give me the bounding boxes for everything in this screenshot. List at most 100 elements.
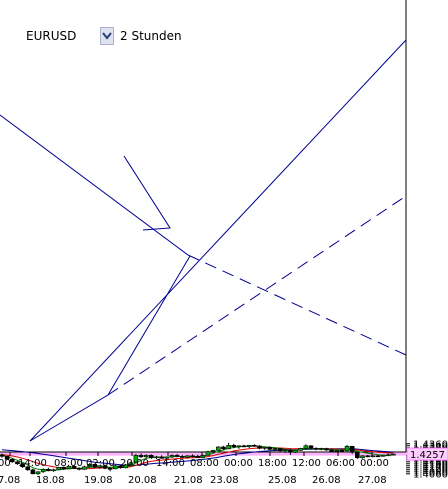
- candle: [391, 453, 396, 456]
- y-tick-label: 1.4100: [413, 465, 448, 476]
- candle: [169, 454, 175, 458]
- candle: [262, 446, 267, 450]
- candle-body: [164, 456, 170, 459]
- candle: [61, 466, 67, 470]
- candle: [149, 454, 154, 459]
- plot-area: [0, 0, 406, 452]
- candle: [298, 447, 304, 451]
- candle-body: [143, 454, 149, 458]
- candle-body: [221, 446, 226, 450]
- candle-body: [133, 454, 139, 464]
- candle: [30, 468, 36, 475]
- candle-body: [380, 454, 386, 457]
- candle: [272, 447, 278, 451]
- candle: [107, 467, 113, 472]
- x-time-label: 18:00: [258, 458, 287, 469]
- candle-body: [391, 453, 396, 456]
- candle: [138, 453, 144, 458]
- candle-body: [10, 458, 15, 463]
- candle: [308, 445, 314, 450]
- candle-body: [123, 464, 128, 469]
- candle-body: [365, 455, 370, 458]
- candle: [174, 454, 180, 458]
- candle-body: [370, 455, 376, 458]
- candle-body: [118, 465, 123, 469]
- candle-body: [282, 449, 288, 452]
- x-time-label: 00: [0, 458, 11, 469]
- candle: [360, 455, 365, 459]
- candle-body: [210, 449, 216, 452]
- candle-body: [138, 454, 144, 458]
- x-date-label: 21.08: [174, 475, 203, 486]
- timeframe-label: 2 Stunden: [120, 29, 182, 43]
- candle-body: [92, 463, 97, 468]
- candle: [128, 461, 134, 466]
- trend-line: [29, 39, 407, 442]
- candle: [380, 454, 386, 457]
- candle: [56, 466, 61, 471]
- candle: [159, 455, 164, 459]
- candle: [40, 468, 46, 473]
- chevron-down-icon: [102, 32, 112, 40]
- candle: [25, 465, 31, 471]
- candle-body: [246, 444, 252, 447]
- candle-body: [15, 461, 20, 465]
- y-tick-label: 1.4360: [413, 439, 448, 450]
- candle-body: [329, 449, 334, 452]
- x-date-label: 26.08: [312, 475, 341, 486]
- x-date-label: 25.08: [268, 475, 297, 486]
- candle: [154, 455, 159, 460]
- trend-line: [187, 254, 407, 356]
- candle: [355, 451, 360, 459]
- candle: [35, 471, 41, 475]
- candle: [370, 455, 376, 458]
- candle-body: [303, 445, 309, 449]
- candle: [185, 455, 190, 459]
- candle: [10, 458, 15, 463]
- candle: [76, 467, 82, 471]
- candle: [190, 454, 195, 458]
- candle-body: [308, 445, 314, 449]
- candle-body: [349, 445, 355, 453]
- candle-body: [51, 469, 56, 472]
- x-date-label: 27.08: [358, 475, 387, 486]
- candle-body: [339, 449, 345, 452]
- candle: [324, 447, 329, 451]
- y-tick-label: 1.4060: [413, 469, 448, 480]
- candle-body: [46, 468, 51, 472]
- timeframe-dropdown-button[interactable]: [100, 27, 114, 45]
- candle-body: [107, 467, 113, 470]
- x-time-label: 00:00: [224, 458, 253, 469]
- candle: [118, 464, 123, 469]
- trend-line: [0, 114, 189, 256]
- candle-body: [40, 468, 46, 473]
- candle: [87, 463, 92, 468]
- candle-body: [216, 446, 221, 451]
- candle-body: [154, 456, 159, 459]
- x-time-label: 14:00: [156, 458, 185, 469]
- candle: [164, 456, 170, 459]
- candle: [143, 454, 149, 459]
- candle-body: [344, 445, 350, 452]
- candle-body: [334, 449, 340, 452]
- candle: [288, 448, 293, 455]
- triangle-line: [123, 155, 171, 231]
- candle: [102, 464, 108, 470]
- y-tick-label: 1.4160: [413, 459, 448, 470]
- candle-body: [360, 455, 365, 459]
- candle: [97, 465, 103, 469]
- candle: [133, 453, 139, 464]
- candle: [246, 444, 252, 448]
- candle: [303, 444, 309, 449]
- candle: [51, 468, 56, 472]
- candle: [313, 447, 319, 451]
- candle-body: [313, 447, 319, 450]
- candle-body: [149, 454, 154, 459]
- candle-body: [262, 446, 267, 449]
- y-tick-label: 1.4140: [413, 461, 448, 472]
- candle-body: [252, 444, 257, 447]
- candle: [15, 460, 20, 465]
- candle: [92, 463, 97, 469]
- candle: [20, 462, 25, 468]
